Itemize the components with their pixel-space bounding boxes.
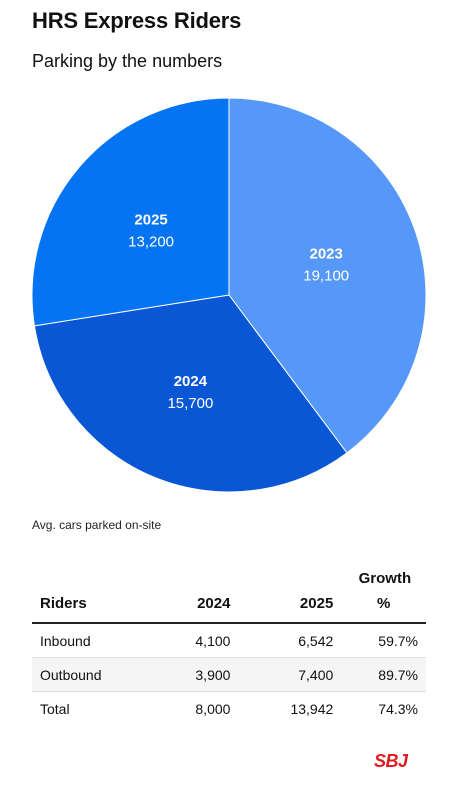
data-table: Riders 2024 2025 Growth % Inbound 4,100 … <box>32 566 426 725</box>
growth-header-text: Growth % <box>358 570 412 612</box>
table-cell: 89.7% <box>341 657 426 692</box>
pie-slice-2024 <box>33 294 348 493</box>
table-row: Inbound 4,100 6,542 59.7% <box>32 623 426 658</box>
slice-value-2024: 15,700 <box>167 395 213 412</box>
pie-slice-2023 <box>228 97 427 454</box>
pie-slice-2025 <box>31 97 230 327</box>
table-header-2024: 2024 <box>164 566 239 624</box>
table-cell: 74.3% <box>378 700 418 717</box>
table-cell: 3,900 <box>164 657 239 692</box>
table-header-riders: Riders <box>32 566 165 624</box>
table-cell: 7,400 <box>238 657 342 692</box>
slice-label-2023: 2023 <box>310 246 343 263</box>
slice-label-2025: 2025 <box>134 212 167 229</box>
sbj-logo: SBJ <box>374 751 408 771</box>
pie-chart: 2023 19,100 2024 15,700 2025 13,200 <box>31 97 427 493</box>
table-cell: Outbound <box>32 657 165 692</box>
table-cell: 8,000 <box>195 700 231 717</box>
table-header-growth: Growth % <box>341 566 426 624</box>
table-header-2025: 2025 <box>238 566 342 624</box>
table-row: Total 8,000 13,942 74.3% <box>32 692 426 726</box>
slice-label-2024: 2024 <box>174 373 208 390</box>
page-title: HRS Express Riders <box>32 8 242 33</box>
table-header-row: Riders 2024 2025 Growth % <box>32 566 426 624</box>
chart-footnote: Avg. cars parked on-site <box>32 518 162 532</box>
slice-value-2025: 13,200 <box>128 234 174 251</box>
table-cell: 59.7% <box>341 623 426 658</box>
table-row: Outbound 3,900 7,400 89.7% <box>32 657 426 692</box>
page-subtitle: Parking by the numbers <box>32 51 223 71</box>
table-cell: Total <box>40 700 70 717</box>
table-cell: 6,542 <box>238 623 342 658</box>
table-cell: 13,942 <box>290 700 334 717</box>
table-cell: 4,100 <box>164 623 239 658</box>
table-cell: Inbound <box>32 623 165 658</box>
slice-value-2023: 19,100 <box>303 268 349 285</box>
